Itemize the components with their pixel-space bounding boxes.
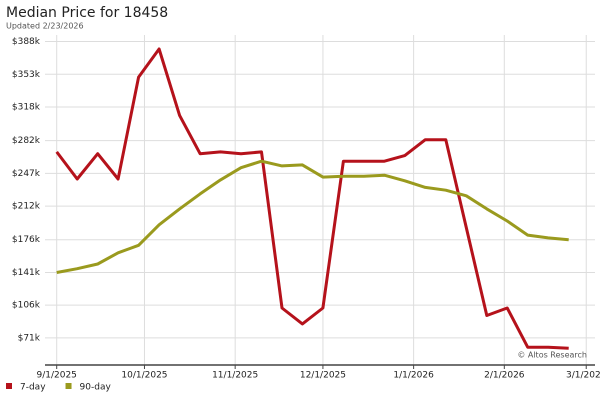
x-tick-label: 1/1/2026 (393, 371, 434, 381)
x-tick-label: 12/1/2025 (300, 371, 346, 381)
legend-label: 90-day (80, 383, 112, 393)
y-tick-label: $282k (12, 136, 41, 146)
legend-swatch (6, 383, 12, 389)
chart-title: Median Price for 18458 (6, 5, 168, 21)
x-tick-label: 2/1/2026 (484, 371, 525, 381)
legend-swatch (65, 383, 72, 389)
x-tick-label: 3/1/2026 (566, 371, 600, 381)
y-tick-label: $388k (12, 37, 41, 47)
chart-subtitle: Updated 2/23/2026 (6, 22, 84, 31)
y-tick-label: $176k (12, 235, 41, 245)
series-line (56, 159, 569, 274)
x-tick-label: 11/1/2025 (212, 371, 258, 381)
annotation: © Altos Research (517, 351, 587, 360)
y-tick-label: $318k (12, 102, 41, 112)
y-tick-label: $71k (18, 333, 41, 343)
y-tick-label: $106k (12, 301, 41, 311)
x-tick-label: 9/1/2025 (36, 371, 76, 381)
y-tick-label: $353k (12, 70, 41, 80)
series-line (55, 47, 569, 350)
legend-label: 7-day (20, 383, 46, 393)
x-tick-label: 10/1/2025 (121, 371, 167, 381)
y-tick-label: $247k (12, 169, 41, 179)
y-tick-label: $141k (12, 268, 41, 278)
y-tick-label: $212k (12, 202, 41, 212)
